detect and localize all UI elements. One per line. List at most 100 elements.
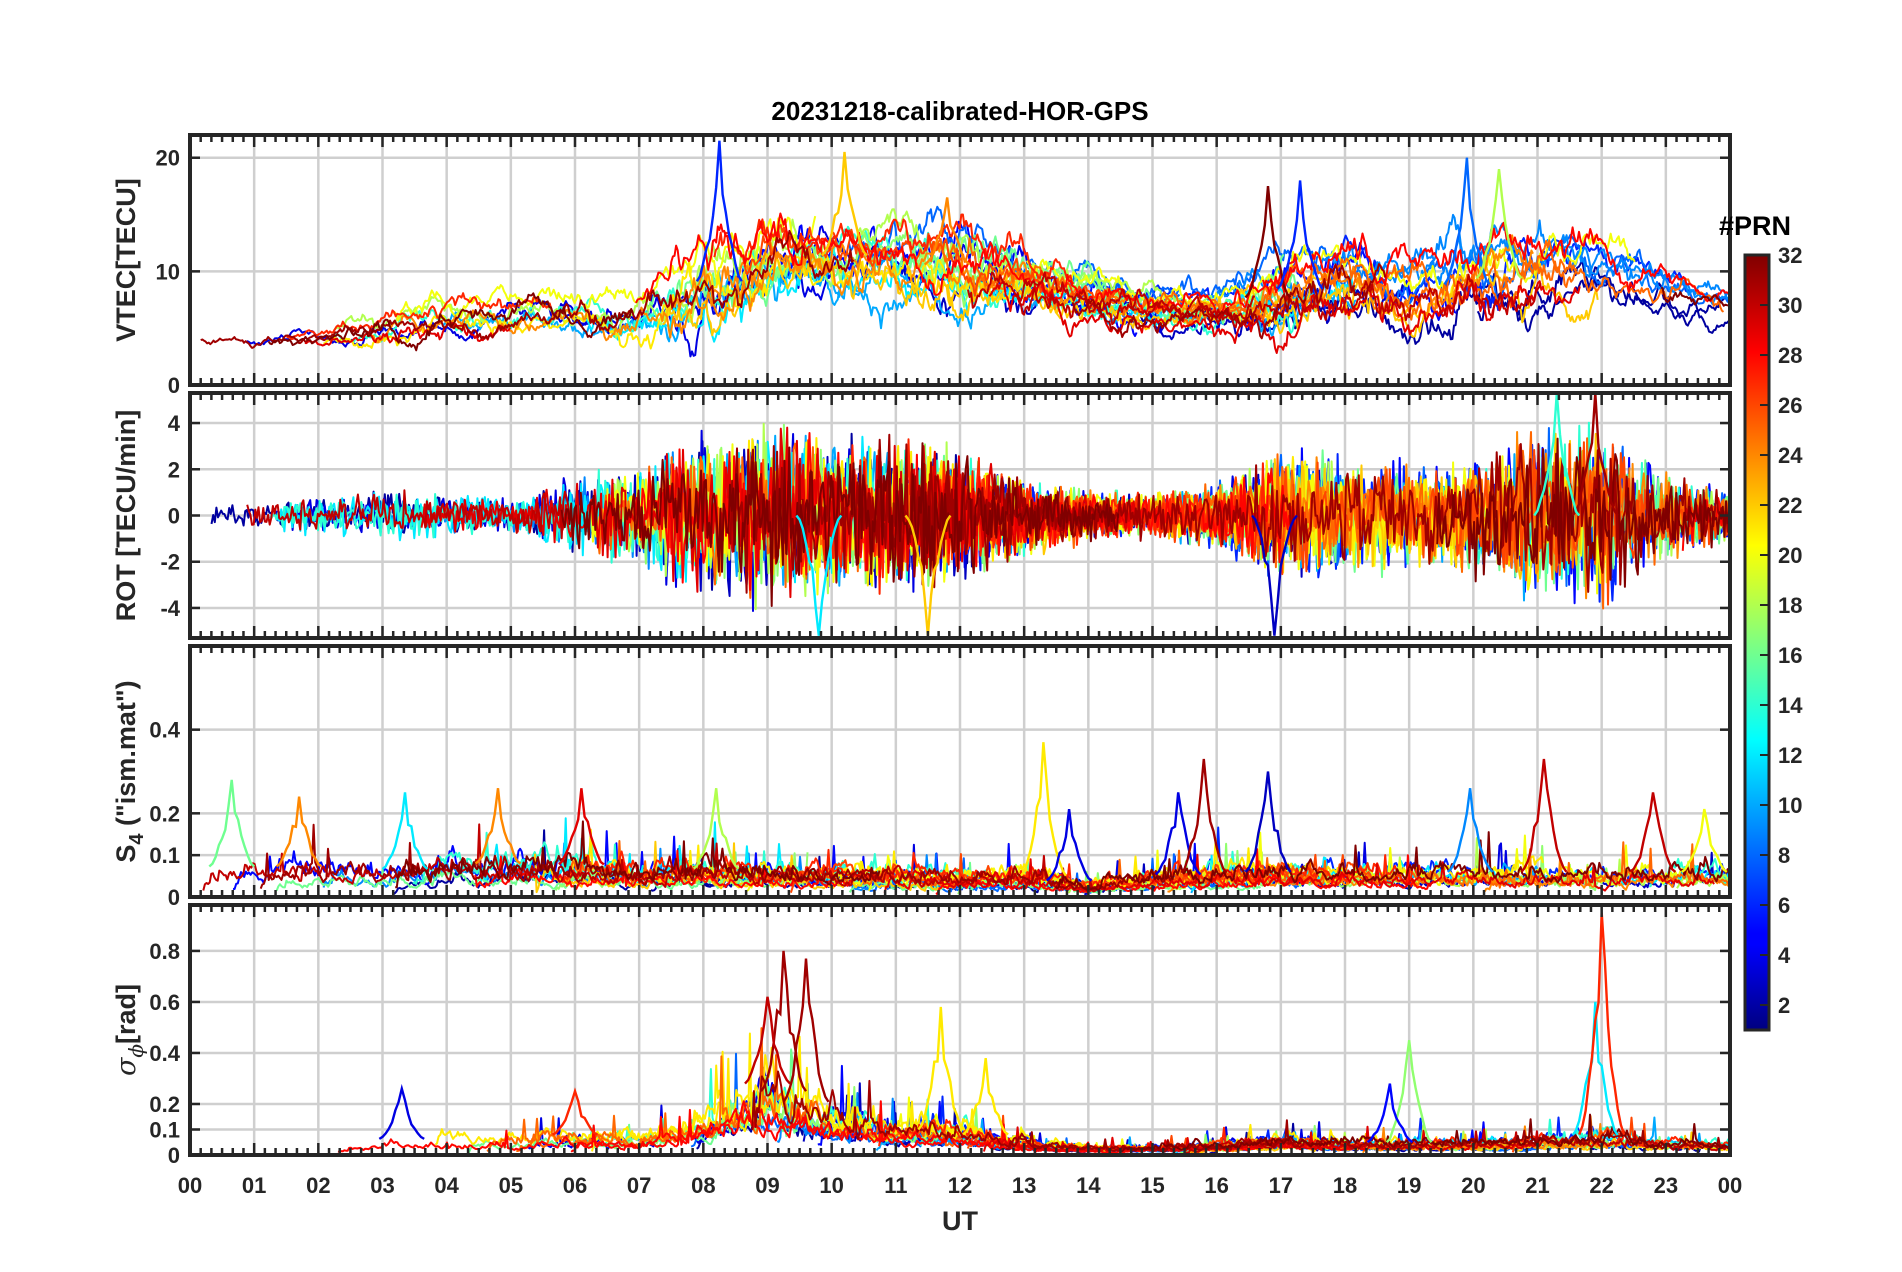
x-tick-label: 23: [1654, 1173, 1678, 1198]
prn-series-line: [1660, 286, 1729, 307]
x-tick-label: 22: [1589, 1173, 1613, 1198]
peak-trace: [208, 779, 256, 868]
x-tick-label: 07: [627, 1173, 651, 1198]
prn-series-line: [1140, 239, 1578, 327]
prn-series-line: [1054, 831, 1730, 892]
x-tick-label: 17: [1269, 1173, 1293, 1198]
y-tick-label: 0: [168, 1143, 180, 1168]
peak-trace: [1475, 168, 1523, 279]
x-tick-label: 00: [1718, 1173, 1742, 1198]
prn-series-line: [246, 489, 571, 540]
peak-trace: [378, 1083, 425, 1140]
peak-trace: [821, 151, 868, 257]
y-tick-label: -2: [160, 550, 180, 575]
prn-series-line: [967, 271, 1542, 326]
x-tick-label: 04: [434, 1173, 459, 1198]
prn-series-line: [1262, 221, 1730, 303]
prn-series-line: [259, 823, 1175, 890]
peak-trace: [1571, 1001, 1619, 1136]
peak-trace: [692, 788, 740, 870]
peak-trace: [1251, 514, 1298, 636]
peak-trace: [474, 788, 522, 865]
x-tick-label: 01: [242, 1173, 266, 1198]
x-minor-ticks: [188, 646, 1732, 897]
prn-series-line: [570, 1100, 1090, 1153]
ylabel-sub: ϕ: [124, 1044, 148, 1058]
colorbar-tick-label: 4: [1778, 943, 1791, 968]
prn-series-line: [202, 823, 1109, 893]
colorbar-tick-label: 12: [1778, 743, 1802, 768]
y-axis-label-vtec: VTEC[TECU]: [111, 178, 141, 342]
ylabel-rest: ("ism.mat"): [111, 680, 141, 833]
ylabel-rest: [rad]: [111, 984, 141, 1044]
prn-series-line: [713, 213, 1075, 285]
colorbar-tick-label: 30: [1778, 293, 1802, 318]
series-group: [200, 140, 1730, 358]
y-axis-label-s4: S4 ("ism.mat"): [111, 680, 148, 862]
prn-series-line: [1436, 437, 1730, 588]
prn-series-line: [474, 849, 852, 890]
colorbar-tick-label: 10: [1778, 793, 1802, 818]
y-tick-label: 0.2: [149, 1092, 180, 1117]
x-minor-ticks: [188, 905, 1732, 1155]
prn-series-line: [516, 1115, 741, 1152]
panel-sigphi: 00.10.20.40.60.8σϕ[rad]: [111, 903, 1732, 1168]
x-tick-label: 02: [306, 1173, 330, 1198]
x-tick-label: 12: [948, 1173, 972, 1198]
y-tick-label: 0.4: [149, 718, 180, 743]
x-tick-label: 13: [1012, 1173, 1036, 1198]
x-tick-label: 06: [563, 1173, 587, 1198]
colorbar-tick-label: 24: [1778, 443, 1803, 468]
prn-series-line: [751, 1070, 1296, 1152]
x-tick-label: 19: [1397, 1173, 1421, 1198]
peak-trace: [381, 792, 429, 870]
prn-series-line: [286, 292, 555, 341]
prn-series-line: [988, 280, 1581, 354]
prn-series-line: [304, 321, 512, 347]
peak-trace: [1154, 792, 1202, 876]
x-tick-label: 14: [1076, 1173, 1101, 1198]
y-axis-label-rot: ROT [TECU/min]: [111, 410, 141, 621]
chart-title: 20231218-calibrated-HOR-GPS: [771, 96, 1148, 126]
ylabel-base: S: [111, 845, 141, 863]
peak-trace: [1244, 771, 1292, 873]
prn-series-line: [560, 442, 1120, 607]
panel-rot: -4 -2 0 2 4 ROT [TECU/min]: [111, 391, 1732, 640]
peak-trace: [551, 1087, 599, 1136]
peak-trace: [1385, 1040, 1433, 1144]
x-tick-label: 18: [1333, 1173, 1357, 1198]
y-tick-label: -4: [160, 596, 180, 621]
x-tick-label: 08: [691, 1173, 715, 1198]
colorbar-tick-label: 28: [1778, 343, 1802, 368]
peak-trace: [1533, 393, 1581, 517]
series-group: [337, 912, 1730, 1155]
y-tick-label: 20: [156, 146, 180, 171]
peak-trace: [1629, 792, 1677, 873]
peak-trace: [1443, 157, 1491, 286]
x-tick-label: 10: [819, 1173, 843, 1198]
y-tick-label: 4: [168, 411, 181, 436]
colorbar-tick-label: 26: [1778, 393, 1802, 418]
peak-trace: [1045, 808, 1093, 882]
y-tick-label: 2: [168, 457, 180, 482]
peak-trace: [1571, 393, 1619, 517]
prn-series-line: [635, 212, 1297, 319]
panel-s4: 00.10.20.4S4 ("ism.mat"): [111, 644, 1732, 910]
y-axis-label-sigphi: σϕ[rad]: [111, 984, 148, 1076]
prn-series-line: [267, 292, 634, 352]
y-tick-label: 0: [168, 373, 180, 398]
prn-series-line: [395, 820, 881, 889]
series-group: [202, 742, 1730, 896]
y-tick-label: 0.2: [149, 801, 180, 826]
colorbar-tick-label: 2: [1778, 993, 1790, 1018]
peak-trace: [695, 140, 743, 282]
peak-trace: [782, 958, 830, 1103]
y-tick-label: 0.6: [149, 990, 180, 1015]
peak-trace: [760, 950, 807, 1092]
prn-series-line: [1120, 1113, 1730, 1153]
peak-trace: [1276, 180, 1324, 290]
colorbar-gradient: [1743, 253, 1771, 1032]
